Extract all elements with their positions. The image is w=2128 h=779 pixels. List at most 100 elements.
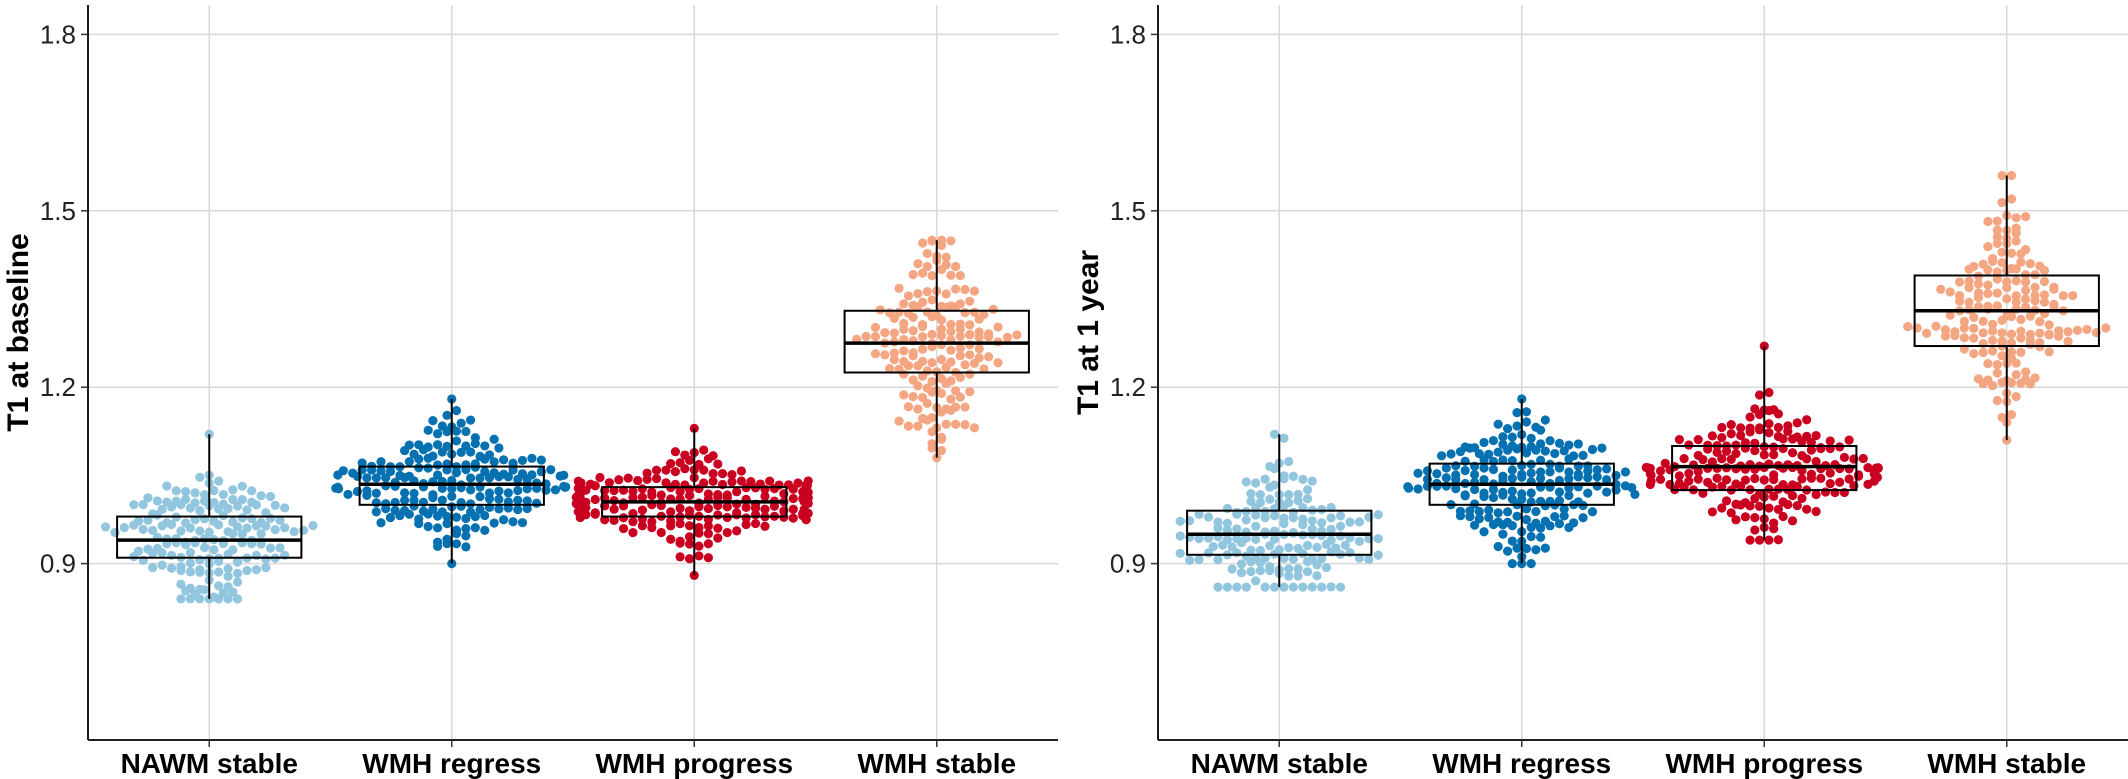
data-point bbox=[1997, 258, 2007, 268]
data-point bbox=[1754, 425, 1765, 435]
data-point bbox=[870, 349, 881, 359]
data-point bbox=[1251, 478, 1261, 488]
data-point bbox=[357, 458, 367, 468]
data-point bbox=[694, 551, 704, 561]
data-point bbox=[918, 238, 928, 248]
data-point bbox=[1488, 519, 1499, 530]
data-point bbox=[1853, 471, 1864, 481]
data-point bbox=[2101, 323, 2111, 333]
data-point bbox=[1493, 447, 1503, 457]
data-point bbox=[633, 475, 643, 486]
data-point bbox=[946, 405, 956, 415]
data-point bbox=[1806, 437, 1816, 448]
data-point bbox=[1726, 454, 1736, 464]
data-point bbox=[1787, 516, 1798, 526]
data-point bbox=[1222, 503, 1232, 514]
data-point bbox=[1507, 521, 1517, 531]
data-point bbox=[148, 562, 158, 573]
y-tick-label: 1.8 bbox=[1110, 19, 1146, 49]
data-point bbox=[936, 331, 947, 341]
data-point bbox=[1997, 351, 2007, 361]
data-point bbox=[228, 587, 238, 597]
data-point bbox=[2044, 347, 2054, 357]
data-point bbox=[2035, 317, 2045, 327]
data-point bbox=[1479, 474, 1489, 485]
data-point bbox=[1745, 427, 1755, 437]
data-point bbox=[637, 492, 647, 502]
data-point bbox=[609, 515, 619, 525]
data-point bbox=[522, 496, 532, 506]
data-point bbox=[1764, 535, 1774, 545]
data-point bbox=[2016, 249, 2026, 259]
data-point bbox=[456, 447, 466, 457]
data-point bbox=[1298, 549, 1308, 559]
data-point bbox=[1769, 450, 1779, 460]
data-point bbox=[475, 473, 485, 483]
data-point bbox=[918, 344, 928, 354]
data-point bbox=[527, 453, 537, 463]
data-point bbox=[289, 527, 299, 537]
data-point bbox=[1312, 542, 1322, 552]
data-point bbox=[1707, 457, 1717, 467]
data-point bbox=[703, 529, 713, 539]
data-point bbox=[195, 506, 205, 516]
data-point bbox=[1251, 510, 1261, 520]
data-point bbox=[1992, 216, 2002, 226]
data-point bbox=[343, 489, 353, 500]
data-point bbox=[2006, 378, 2017, 388]
data-point bbox=[1241, 515, 1251, 525]
data-point bbox=[470, 438, 480, 449]
data-point bbox=[423, 521, 433, 532]
data-point bbox=[722, 493, 732, 503]
data-point bbox=[941, 289, 951, 299]
data-point bbox=[1455, 511, 1466, 521]
data-point bbox=[1564, 490, 1574, 501]
data-point bbox=[946, 394, 956, 404]
data-point bbox=[1764, 419, 1774, 429]
x-category-label: WMH regress bbox=[1432, 748, 1611, 779]
data-point bbox=[1721, 446, 1732, 456]
data-point bbox=[1997, 247, 2007, 257]
x-category-label: NAWM stable bbox=[121, 748, 298, 779]
data-point bbox=[559, 470, 569, 480]
data-point bbox=[508, 465, 518, 475]
data-point bbox=[788, 513, 798, 523]
data-point bbox=[666, 507, 676, 517]
data-point bbox=[1488, 492, 1499, 503]
data-point bbox=[1973, 292, 1984, 303]
data-point bbox=[1992, 368, 2002, 378]
data-point bbox=[1674, 471, 1684, 481]
data-point bbox=[1354, 517, 1365, 527]
data-point bbox=[1978, 316, 1988, 326]
data-point bbox=[414, 519, 424, 529]
data-point bbox=[750, 510, 761, 520]
data-point bbox=[1321, 539, 1331, 549]
data-point bbox=[517, 518, 528, 528]
data-point bbox=[1811, 430, 1821, 441]
data-point bbox=[955, 343, 965, 353]
data-point bbox=[366, 465, 377, 475]
data-point bbox=[899, 299, 909, 309]
data-point bbox=[1973, 279, 1984, 289]
data-point bbox=[913, 259, 923, 269]
data-point bbox=[1726, 429, 1736, 439]
data-point bbox=[1655, 466, 1666, 476]
data-point bbox=[2039, 297, 2050, 307]
data-point bbox=[1479, 437, 1489, 448]
data-point bbox=[143, 515, 153, 526]
data-point bbox=[157, 548, 167, 558]
data-point bbox=[1992, 232, 2002, 242]
data-point bbox=[2011, 264, 2021, 274]
data-point bbox=[1559, 511, 1569, 521]
data-point bbox=[1246, 557, 1256, 567]
data-point bbox=[1839, 452, 1850, 463]
data-point bbox=[1611, 485, 1621, 495]
data-point bbox=[1265, 482, 1275, 492]
data-point bbox=[637, 521, 647, 531]
data-point bbox=[647, 490, 657, 501]
data-point bbox=[941, 252, 951, 262]
data-point bbox=[581, 485, 591, 495]
data-point bbox=[899, 324, 909, 334]
data-point bbox=[1745, 501, 1755, 511]
